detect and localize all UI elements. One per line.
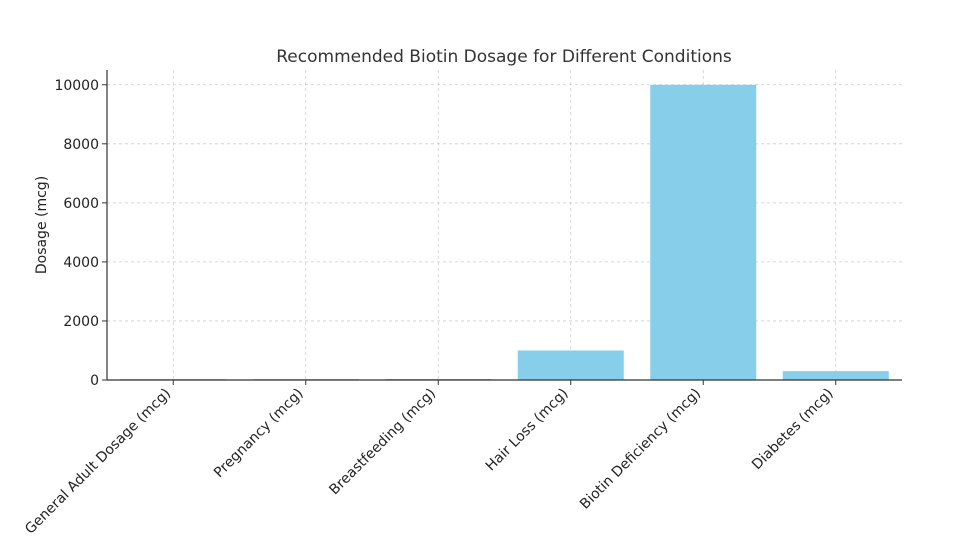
y-axis-label: Dosage (mcg) bbox=[34, 176, 50, 274]
x-tick-label: Biotin Deficiency (mcg) bbox=[577, 386, 704, 513]
y-tick-label: 2000 bbox=[63, 314, 99, 330]
y-tick-label: 0 bbox=[90, 373, 99, 389]
x-tick-label: Hair Loss (mcg) bbox=[483, 386, 572, 475]
y-tick-layer: 0 2000 4000 6000 8000 10000 bbox=[54, 78, 107, 389]
x-tick-label: Breastfeeding (mcg) bbox=[326, 386, 439, 499]
chart-title: Recommended Biotin Dosage for Different … bbox=[276, 47, 732, 67]
x-tick-label: Pregnancy (mcg) bbox=[211, 386, 307, 482]
y-tick-label: 8000 bbox=[63, 137, 99, 153]
x-tick-label: Diabetes (mcg) bbox=[749, 386, 837, 474]
bars-layer bbox=[120, 84, 889, 380]
axes-layer bbox=[106, 70, 902, 381]
bar bbox=[782, 371, 889, 380]
y-tick-label: 6000 bbox=[63, 196, 99, 212]
grid-layer bbox=[107, 70, 902, 381]
y-tick-label: 4000 bbox=[63, 255, 99, 271]
y-tick-label: 10000 bbox=[54, 78, 99, 94]
bar bbox=[650, 84, 757, 380]
x-tick-layer: General Adult Dosage (mcg) Pregnancy (mcg… bbox=[22, 380, 837, 538]
bar bbox=[517, 350, 624, 380]
x-tick-label: General Adult Dosage (mcg) bbox=[22, 386, 174, 538]
